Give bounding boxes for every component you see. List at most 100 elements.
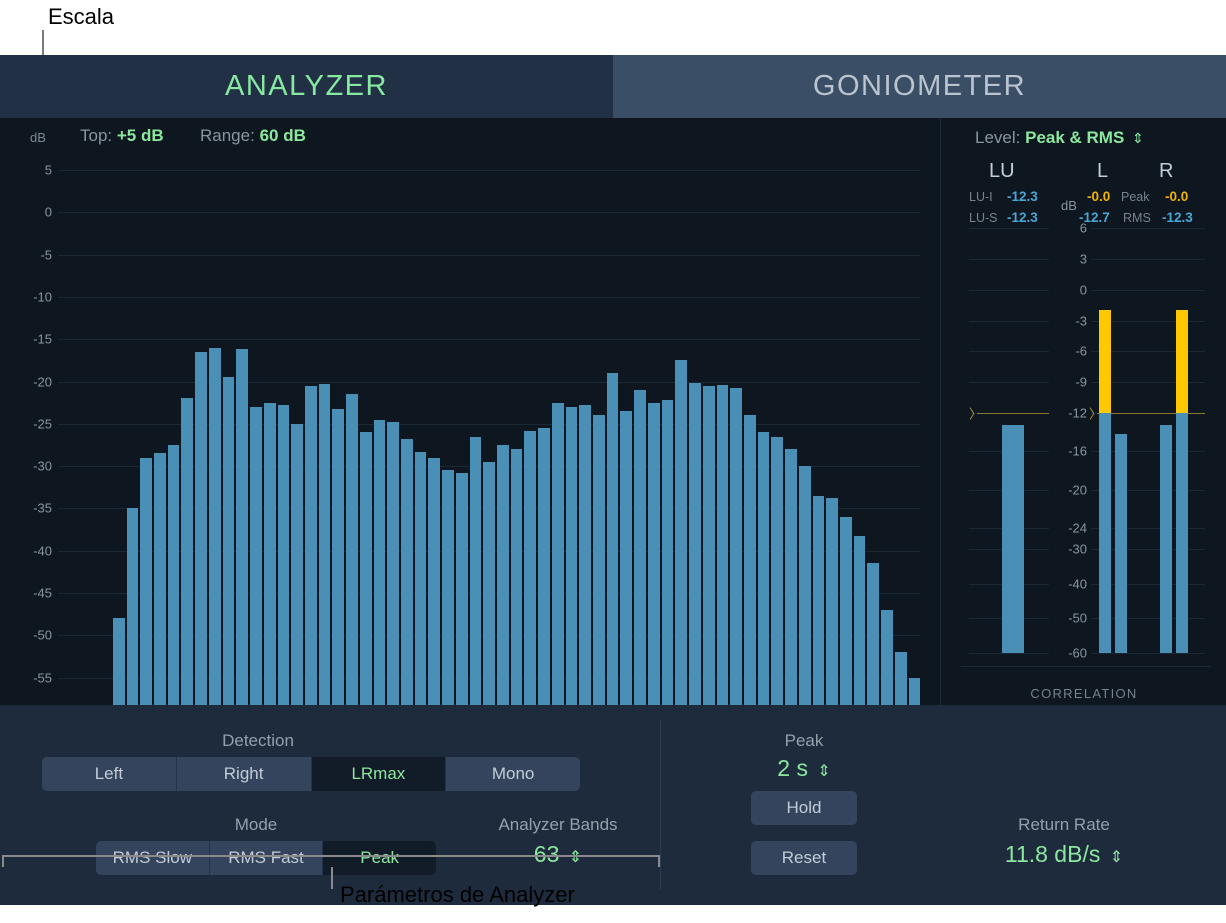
tab-analyzer[interactable]: ANALYZER	[0, 55, 613, 118]
meter-gridline	[1091, 351, 1205, 353]
peak-r-value: -0.0	[1165, 189, 1189, 204]
spectrum-bar	[181, 398, 194, 720]
spectrum-bar	[428, 457, 441, 720]
l-rms-bar	[1099, 413, 1111, 653]
mode-segmented-control[interactable]: RMS Slow RMS Fast Peak	[96, 841, 436, 875]
spectrum-bar	[497, 445, 509, 720]
spectrum-bar	[236, 349, 249, 720]
updown-stepper-icon[interactable]: ⇕	[1132, 130, 1144, 146]
meter-scale-tick: -50	[1068, 610, 1087, 626]
y-axis-tick: -25	[33, 416, 52, 432]
target-level-arrow-icon[interactable]: 〉	[969, 406, 983, 422]
return-rate-value[interactable]: 11.8 dB/s	[1004, 841, 1101, 867]
spectrum-bar	[826, 498, 838, 720]
spectrum-bar	[894, 652, 907, 720]
spectrum-bar	[853, 535, 866, 720]
y-axis-tick: -10	[33, 289, 52, 305]
spectrum-bar	[524, 430, 537, 720]
spectrum-plot[interactable]: 5 0 -5 -10 -15 -20 -25 -30 -35 -40 -45 -50 -55	[33, 163, 921, 720]
detection-option-right[interactable]: Right	[176, 757, 312, 791]
tab-goniometer[interactable]: GONIOMETER	[613, 55, 1226, 118]
meter-gridline	[1091, 382, 1205, 384]
meter-scale-tick: -3	[1075, 313, 1087, 328]
range-label: Range:	[200, 126, 255, 145]
db-unit-label: dB	[30, 130, 46, 145]
spectrum-bar	[442, 470, 454, 720]
spectrum-bar	[716, 384, 729, 720]
y-axis-tick: -15	[33, 331, 52, 347]
level-control[interactable]: Level: Peak & RMS ⇕	[975, 128, 1144, 148]
spectrum-bar	[579, 405, 592, 720]
top-control[interactable]: Top: +5 dB	[80, 126, 164, 146]
analyzer-bands-value[interactable]: 63	[533, 841, 560, 867]
meter-scale-tick: -20	[1068, 482, 1087, 498]
spectrum-bar	[483, 461, 495, 720]
spectrum-bar	[373, 419, 386, 720]
level-label: Level:	[975, 128, 1021, 147]
y-axis-tick: -45	[33, 585, 52, 601]
top-value[interactable]: +5 dB	[116, 126, 164, 145]
rms-r-value: -12.3	[1162, 210, 1193, 225]
analyzer-bands-value-group[interactable]: 63 ⇕	[534, 841, 582, 868]
spectrum-bar	[414, 451, 427, 720]
y-axis-tick: -35	[33, 500, 52, 516]
mode-option-rms-slow[interactable]: RMS Slow	[96, 841, 210, 875]
escala-callout-label: Escala	[48, 4, 115, 29]
meter-gridline	[1091, 320, 1205, 322]
meter-scale-tick: -9	[1075, 374, 1087, 390]
meter-scale-tick: -12	[1068, 405, 1087, 421]
mode-option-peak[interactable]: Peak	[323, 841, 436, 875]
level-value[interactable]: Peak & RMS	[1025, 128, 1125, 147]
meter-gridline	[969, 258, 1049, 260]
display-area: dB Top: +5 dB Range: 60 dB 5 0 -5 -10 -15 -20…	[0, 118, 1226, 741]
target-level-line	[977, 413, 1049, 414]
spectrum-bar	[908, 677, 921, 720]
target-level-arrow-icon[interactable]: 〉	[1089, 406, 1103, 422]
peak-label: Peak	[1121, 190, 1150, 204]
peak-value-group[interactable]: 2 s ⇕	[777, 755, 830, 782]
spectrum-bar	[469, 436, 482, 720]
spectrum-bar	[565, 406, 578, 720]
analyzer-parameters-group: Detection Left Right LRmax Mono Mode RMS Sl…	[0, 705, 660, 905]
spectrum-bar	[538, 428, 550, 720]
controls-divider	[660, 720, 661, 890]
lu-i-value: -12.3	[1007, 189, 1038, 204]
mode-option-rms-fast[interactable]: RMS Fast	[209, 841, 324, 875]
spectrum-bar	[167, 445, 180, 720]
updown-stepper-icon[interactable]: ⇕	[1109, 849, 1124, 866]
lu-column-header: LU	[989, 160, 1015, 182]
updown-stepper-icon[interactable]: ⇕	[568, 849, 583, 866]
spectrum-bar	[304, 385, 317, 720]
range-value[interactable]: 60 dB	[259, 126, 306, 145]
detection-segmented-control[interactable]: Left Right LRmax Mono	[42, 757, 580, 791]
hold-button[interactable]: Hold	[751, 791, 857, 825]
gridline	[58, 212, 920, 214]
r-rms-peak-bar	[1176, 310, 1188, 413]
spectrum-bar	[359, 432, 372, 720]
meter-scale[interactable]: 6 3 0 -3 -6 -9 -12 -16 -20 -24 -30 -40 -50 -60 〉 〉	[969, 221, 1205, 661]
detection-option-lrmax[interactable]: LRmax	[311, 757, 447, 791]
db-readout-label: dB	[1061, 198, 1077, 213]
spectrum-bar	[263, 402, 276, 720]
meter-scale-tick: -40	[1068, 576, 1087, 592]
return-rate-value-group[interactable]: 11.8 dB/s ⇕	[1005, 841, 1123, 868]
meter-gridline	[969, 320, 1049, 322]
y-axis-tick: -40	[33, 543, 52, 559]
spectrum-bar	[867, 563, 880, 720]
reset-button[interactable]: Reset	[751, 841, 857, 875]
spectrum-bar	[620, 411, 633, 720]
spectrum-bar	[675, 360, 688, 720]
detection-option-left[interactable]: Left	[42, 757, 177, 791]
spectrum-bar	[208, 347, 221, 720]
lu-i-label: LU-I	[969, 190, 993, 204]
gridline	[58, 423, 920, 425]
detection-group-label: Detection	[222, 731, 294, 750]
updown-stepper-icon[interactable]: ⇕	[817, 763, 831, 780]
spectrum-bar	[291, 423, 303, 720]
rms-label: RMS	[1123, 211, 1151, 225]
peak-value[interactable]: 2 s	[777, 755, 808, 781]
detection-option-mono[interactable]: Mono	[446, 757, 580, 791]
range-control[interactable]: Range: 60 dB	[200, 126, 306, 146]
y-axis-tick: -20	[33, 374, 52, 390]
analyzer-pane[interactable]: dB Top: +5 dB Range: 60 dB 5 0 -5 -10 -15 -20…	[0, 118, 950, 741]
